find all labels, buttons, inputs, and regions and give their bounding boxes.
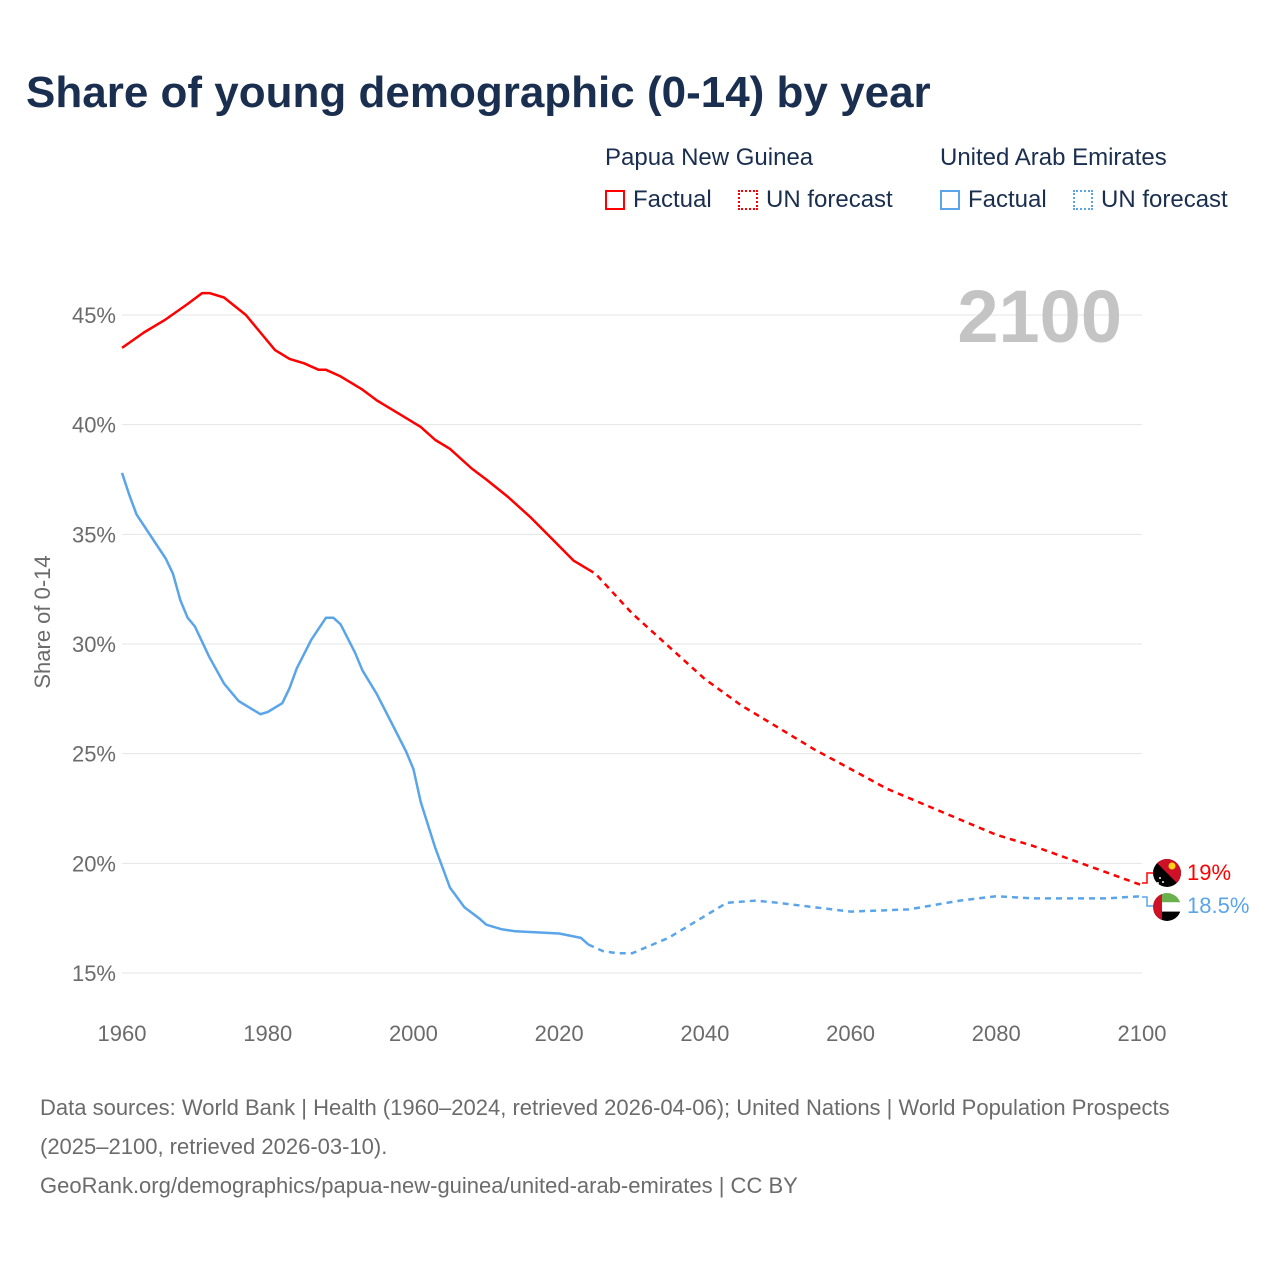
- legend-group-png: Papua New Guinea: [605, 144, 814, 171]
- legend-swatch-dotted-icon: [1073, 190, 1093, 210]
- legend-label: UN forecast: [766, 186, 893, 213]
- png-flag-icon: [1153, 859, 1181, 887]
- x-tick-label: 2020: [535, 1021, 584, 1046]
- uae-flag-icon: [1153, 893, 1181, 921]
- legend-label: Factual: [633, 186, 712, 213]
- x-tick-label: 2080: [972, 1021, 1021, 1046]
- y-tick-label: 25%: [72, 742, 116, 767]
- source-line-1: Data sources: World Bank | Health (1960–…: [40, 1095, 1170, 1159]
- source-note: Data sources: World Bank | Health (1960–…: [40, 1088, 1220, 1205]
- png-end-connector: [1142, 872, 1155, 884]
- png-end-value: 19%: [1187, 860, 1231, 885]
- x-tick-label: 1960: [98, 1021, 147, 1046]
- series-line-3: [587, 894, 1143, 955]
- legend-group-uae: United Arab Emirates: [940, 144, 1167, 171]
- uae-end-connector: [1142, 896, 1155, 907]
- legend-label: UN forecast: [1101, 186, 1228, 213]
- y-tick-label: 20%: [72, 851, 116, 876]
- x-tick-label: 2000: [389, 1021, 438, 1046]
- y-tick-label: 30%: [72, 632, 116, 657]
- source-line-2[interactable]: GeoRank.org/demographics/papua-new-guine…: [40, 1173, 798, 1198]
- y-tick-label: 15%: [72, 961, 116, 986]
- legend-png-forecast[interactable]: UN forecast: [738, 186, 893, 214]
- y-tick-label: 40%: [72, 413, 116, 438]
- line-chart: 15% 20% 25% 30% 35% 40% 45% 1960 1980 2000 2020 204…: [30, 275, 1249, 1046]
- legend-uae-factual[interactable]: Factual: [940, 186, 1047, 214]
- y-tick-label: 35%: [72, 522, 116, 547]
- series-line-1: [587, 568, 1143, 887]
- year-indicator: 2100: [957, 275, 1122, 358]
- y-tick-label: 45%: [72, 303, 116, 328]
- legend-swatch-solid-icon: [605, 190, 625, 210]
- chart-title: Share of young demographic (0-14) by yea…: [26, 68, 931, 117]
- legend-uae-forecast[interactable]: UN forecast: [1073, 186, 1228, 214]
- legend-label: Factual: [968, 186, 1047, 213]
- x-tick-label: 2040: [680, 1021, 729, 1046]
- series-line-0: [121, 291, 589, 571]
- x-tick-label: 2100: [1118, 1021, 1167, 1046]
- legend-swatch-solid-icon: [940, 190, 960, 210]
- legend-png-factual[interactable]: Factual: [605, 186, 712, 214]
- y-axis-label: Share of 0-14: [30, 555, 55, 688]
- x-tick-label: 1980: [243, 1021, 292, 1046]
- legend-swatch-dotted-icon: [738, 190, 758, 210]
- series-line-2: [120, 472, 590, 946]
- uae-end-value: 18.5%: [1187, 893, 1249, 918]
- x-tick-label: 2060: [826, 1021, 875, 1046]
